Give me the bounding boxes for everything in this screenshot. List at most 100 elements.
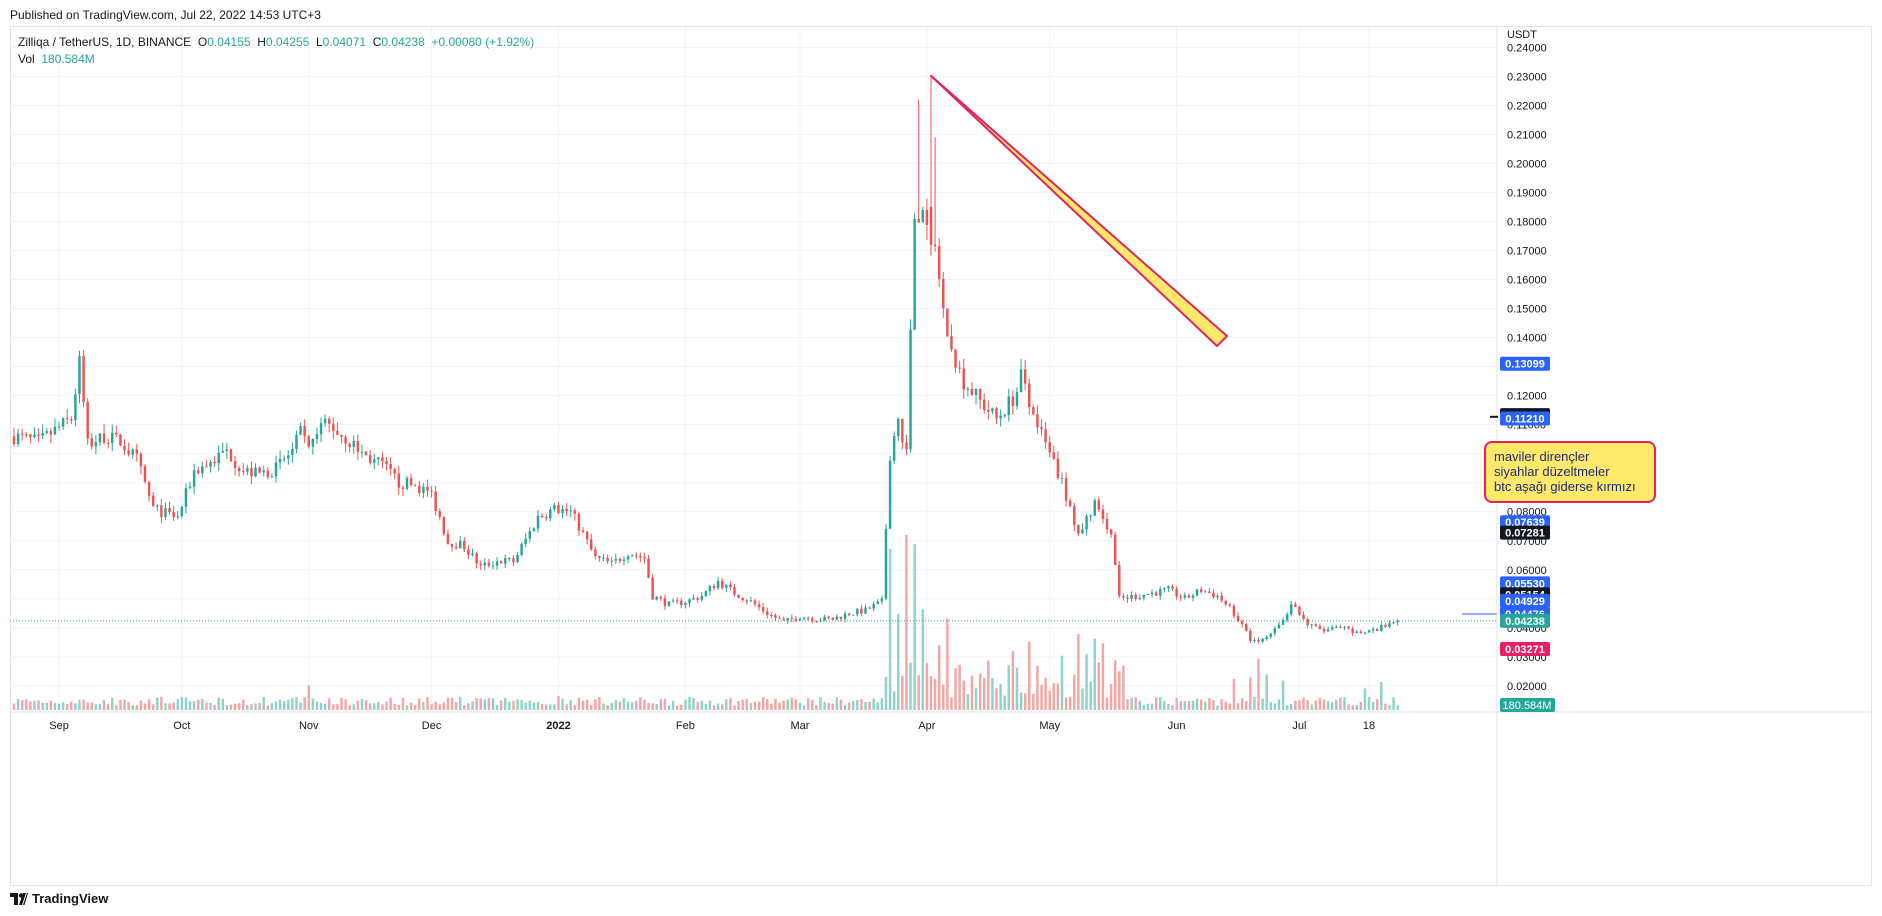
candle-body: [192, 470, 196, 487]
price-tag: [1500, 576, 1550, 591]
candle-body: [1285, 614, 1289, 620]
volume-bar: [946, 618, 949, 710]
candle-body: [282, 458, 286, 460]
volume-bar: [418, 698, 421, 710]
candle-body: [782, 618, 785, 621]
footer-brand[interactable]: TradingView: [10, 891, 108, 906]
volume-bar: [1109, 683, 1113, 710]
volume-bar: [1130, 697, 1133, 710]
volume-bar: [49, 700, 53, 710]
candle-body: [733, 587, 736, 595]
candle-body: [651, 577, 654, 600]
volume-bar: [1171, 705, 1174, 710]
volume-bar: [196, 699, 200, 710]
candle-body: [221, 451, 225, 453]
candle-body: [1093, 500, 1096, 516]
volume-bar: [168, 703, 171, 710]
x-tick-label: Feb: [676, 720, 695, 732]
candle-body: [1003, 415, 1006, 417]
volume-bar: [995, 688, 998, 710]
volume-bar: [442, 702, 446, 710]
volume-bar: [573, 705, 577, 710]
candle-body: [999, 415, 1002, 419]
volume-bar: [475, 697, 478, 710]
candle-body: [1097, 500, 1101, 510]
volume-bar: [1244, 701, 1248, 710]
candle-body: [430, 490, 433, 492]
volume-bar: [982, 677, 986, 710]
candle-body: [319, 423, 323, 435]
candle-body: [242, 471, 245, 473]
volume-bar: [823, 701, 826, 710]
volume-bar: [504, 697, 507, 710]
volume-bar: [577, 697, 581, 710]
candle-body: [442, 517, 446, 534]
y-tick-label: 0.02000: [1507, 681, 1547, 693]
volume-bar: [123, 699, 126, 710]
candle-body: [606, 557, 609, 562]
volume-bar: [933, 679, 937, 710]
volume-bar: [74, 703, 77, 710]
volume-bar: [364, 700, 368, 710]
annotation-note[interactable]: maviler dirençler siyahlar düzeltmeler b…: [1484, 441, 1656, 503]
volume-bar: [381, 704, 384, 710]
candle-body: [160, 505, 163, 518]
candle-body: [868, 607, 871, 609]
candle-body: [1142, 594, 1146, 598]
candle-body: [176, 516, 179, 518]
candle-body: [1396, 620, 1399, 623]
current-price-line: [10, 613, 1497, 622]
candle-body: [368, 455, 372, 463]
trendline[interactable]: [930, 74, 1228, 348]
volume-bar: [766, 699, 769, 710]
candle-body: [954, 349, 957, 368]
volume-bar: [164, 703, 167, 710]
candle-body: [401, 487, 405, 489]
volume-bar: [201, 698, 204, 710]
volume-bar: [565, 704, 568, 710]
volume-bar: [745, 698, 749, 710]
volume-bar: [278, 699, 282, 710]
candle-body: [860, 608, 863, 614]
volume-bars: [12, 534, 1399, 710]
candle-body: [479, 563, 482, 566]
volume-bar: [1150, 703, 1154, 710]
candle-body: [1105, 518, 1109, 530]
volume-bar: [188, 701, 192, 710]
legend-high-label: H: [257, 35, 266, 49]
volume-bar: [1146, 703, 1150, 710]
candle-body: [753, 600, 757, 605]
candle-body: [254, 467, 257, 477]
candle-body: [1113, 534, 1117, 565]
note-line-2: siyahlar düzeltmeler: [1494, 464, 1610, 479]
volume-bar: [180, 696, 184, 710]
candle-body: [491, 565, 495, 567]
candle-body: [647, 558, 650, 578]
volume-bar: [602, 703, 605, 710]
candle-body: [499, 561, 503, 564]
volume-bar: [1105, 697, 1109, 710]
candle-body: [1306, 619, 1309, 626]
volume-bar: [319, 703, 323, 710]
volume-bar: [1085, 654, 1088, 710]
y-tick-label: 0.20000: [1507, 158, 1547, 170]
candle-body: [909, 329, 912, 450]
volume-bar: [1052, 683, 1056, 710]
candle-body: [700, 596, 703, 600]
volume-bar: [176, 699, 179, 710]
candle-body: [892, 436, 896, 461]
volume-bar: [528, 700, 532, 710]
candle-body: [303, 425, 306, 437]
candle-body: [311, 439, 315, 447]
volume-bar: [835, 697, 839, 710]
volume-bar: [847, 702, 851, 710]
candle-body: [106, 442, 110, 444]
volume-bar: [1036, 665, 1039, 710]
candle-body: [589, 539, 593, 550]
volume-bar: [192, 701, 196, 710]
candle-body: [33, 434, 36, 438]
candle-body: [196, 470, 200, 474]
volume-bar: [1113, 660, 1117, 710]
candle-body: [946, 308, 949, 337]
